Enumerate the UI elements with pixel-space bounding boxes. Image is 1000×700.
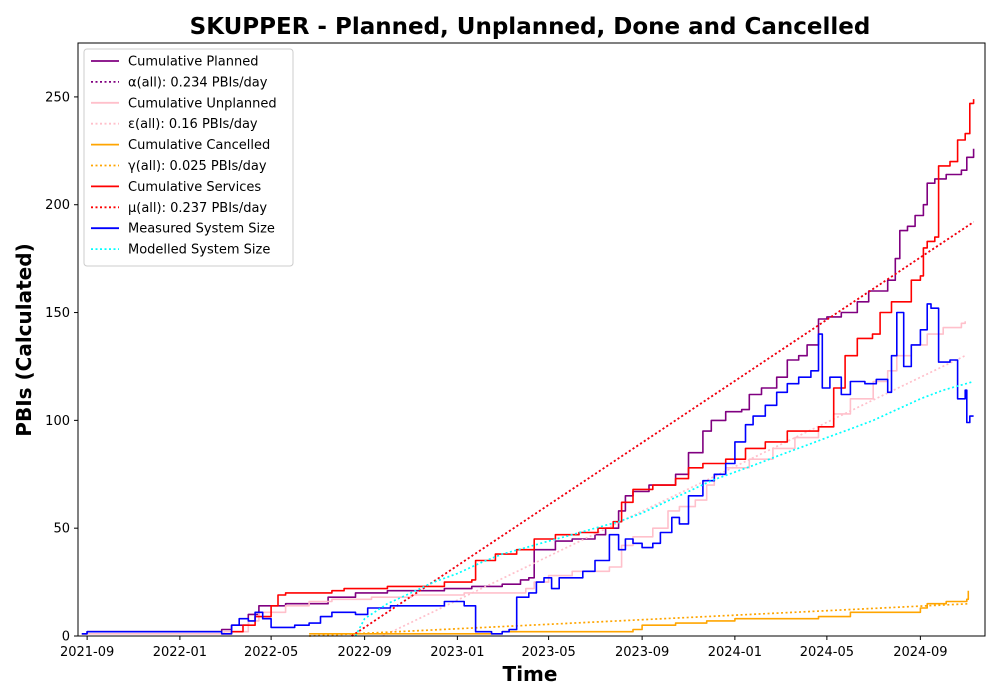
series-line-cumulative-cancelled xyxy=(309,590,970,635)
legend-label: γ(all): 0.025 PBIs/day xyxy=(128,159,267,174)
y-tick-label: 100 xyxy=(45,414,70,429)
legend-label: Modelled System Size xyxy=(128,243,270,258)
y-axis-label: PBIs (Calculated) xyxy=(12,243,36,436)
series-line-cumulative-unplanned xyxy=(81,321,967,635)
legend-label: Cumulative Planned xyxy=(128,55,258,70)
y-tick-label: 0 xyxy=(62,630,70,645)
y-tick-label: 200 xyxy=(45,198,70,213)
chart-legend: Cumulative Planned α(all): 0.234 PBIs/day… xyxy=(83,48,294,267)
series-line-cumulative-services xyxy=(221,99,975,635)
x-tick-label: 2023-05 xyxy=(521,645,575,660)
series-line-modelled-system-size xyxy=(354,380,974,637)
y-tick-label: 50 xyxy=(53,522,70,537)
x-axis-label: Time xyxy=(503,662,558,686)
series-line-measured-system-size xyxy=(81,303,974,635)
legend-label: Cumulative Unplanned xyxy=(128,96,277,111)
series-layer xyxy=(81,99,975,637)
legend-label: Measured System Size xyxy=(128,222,275,237)
chart-title: SKUPPER - Planned, Unplanned, Done and C… xyxy=(190,14,871,40)
x-axis: 2021-09 2022-01 2022-05 2022-09 2023-01 2023-… xyxy=(60,636,948,660)
legend-label: μ(all): 0.237 PBIs/day xyxy=(128,201,267,216)
x-tick-label: 2022-05 xyxy=(244,645,298,660)
x-tick-label: 2023-01 xyxy=(430,645,484,660)
x-tick-label: 2021-09 xyxy=(60,645,114,660)
y-tick-label: 150 xyxy=(45,306,70,321)
x-tick-label: 2022-01 xyxy=(153,645,207,660)
legend-label: α(all): 0.234 PBIs/day xyxy=(128,75,268,90)
legend-label: ε(all): 0.16 PBIs/day xyxy=(128,117,258,132)
series-line-all-0-237-pbis-day xyxy=(351,221,975,637)
plot-frame xyxy=(77,42,986,637)
series-line-cumulative-planned xyxy=(81,148,975,635)
legend-label: Cumulative Services xyxy=(128,180,261,195)
x-tick-label: 2024-01 xyxy=(708,645,762,660)
y-axis: 0 50 100 150 200 250 xyxy=(45,90,78,645)
x-tick-label: 2022-09 xyxy=(337,645,391,660)
x-tick-label: 2024-05 xyxy=(800,645,854,660)
x-tick-label: 2024-09 xyxy=(893,645,947,660)
legend-label: Cumulative Cancelled xyxy=(128,138,270,153)
legend-box xyxy=(83,48,294,267)
x-tick-label: 2023-09 xyxy=(615,645,669,660)
y-tick-label: 250 xyxy=(45,90,70,105)
